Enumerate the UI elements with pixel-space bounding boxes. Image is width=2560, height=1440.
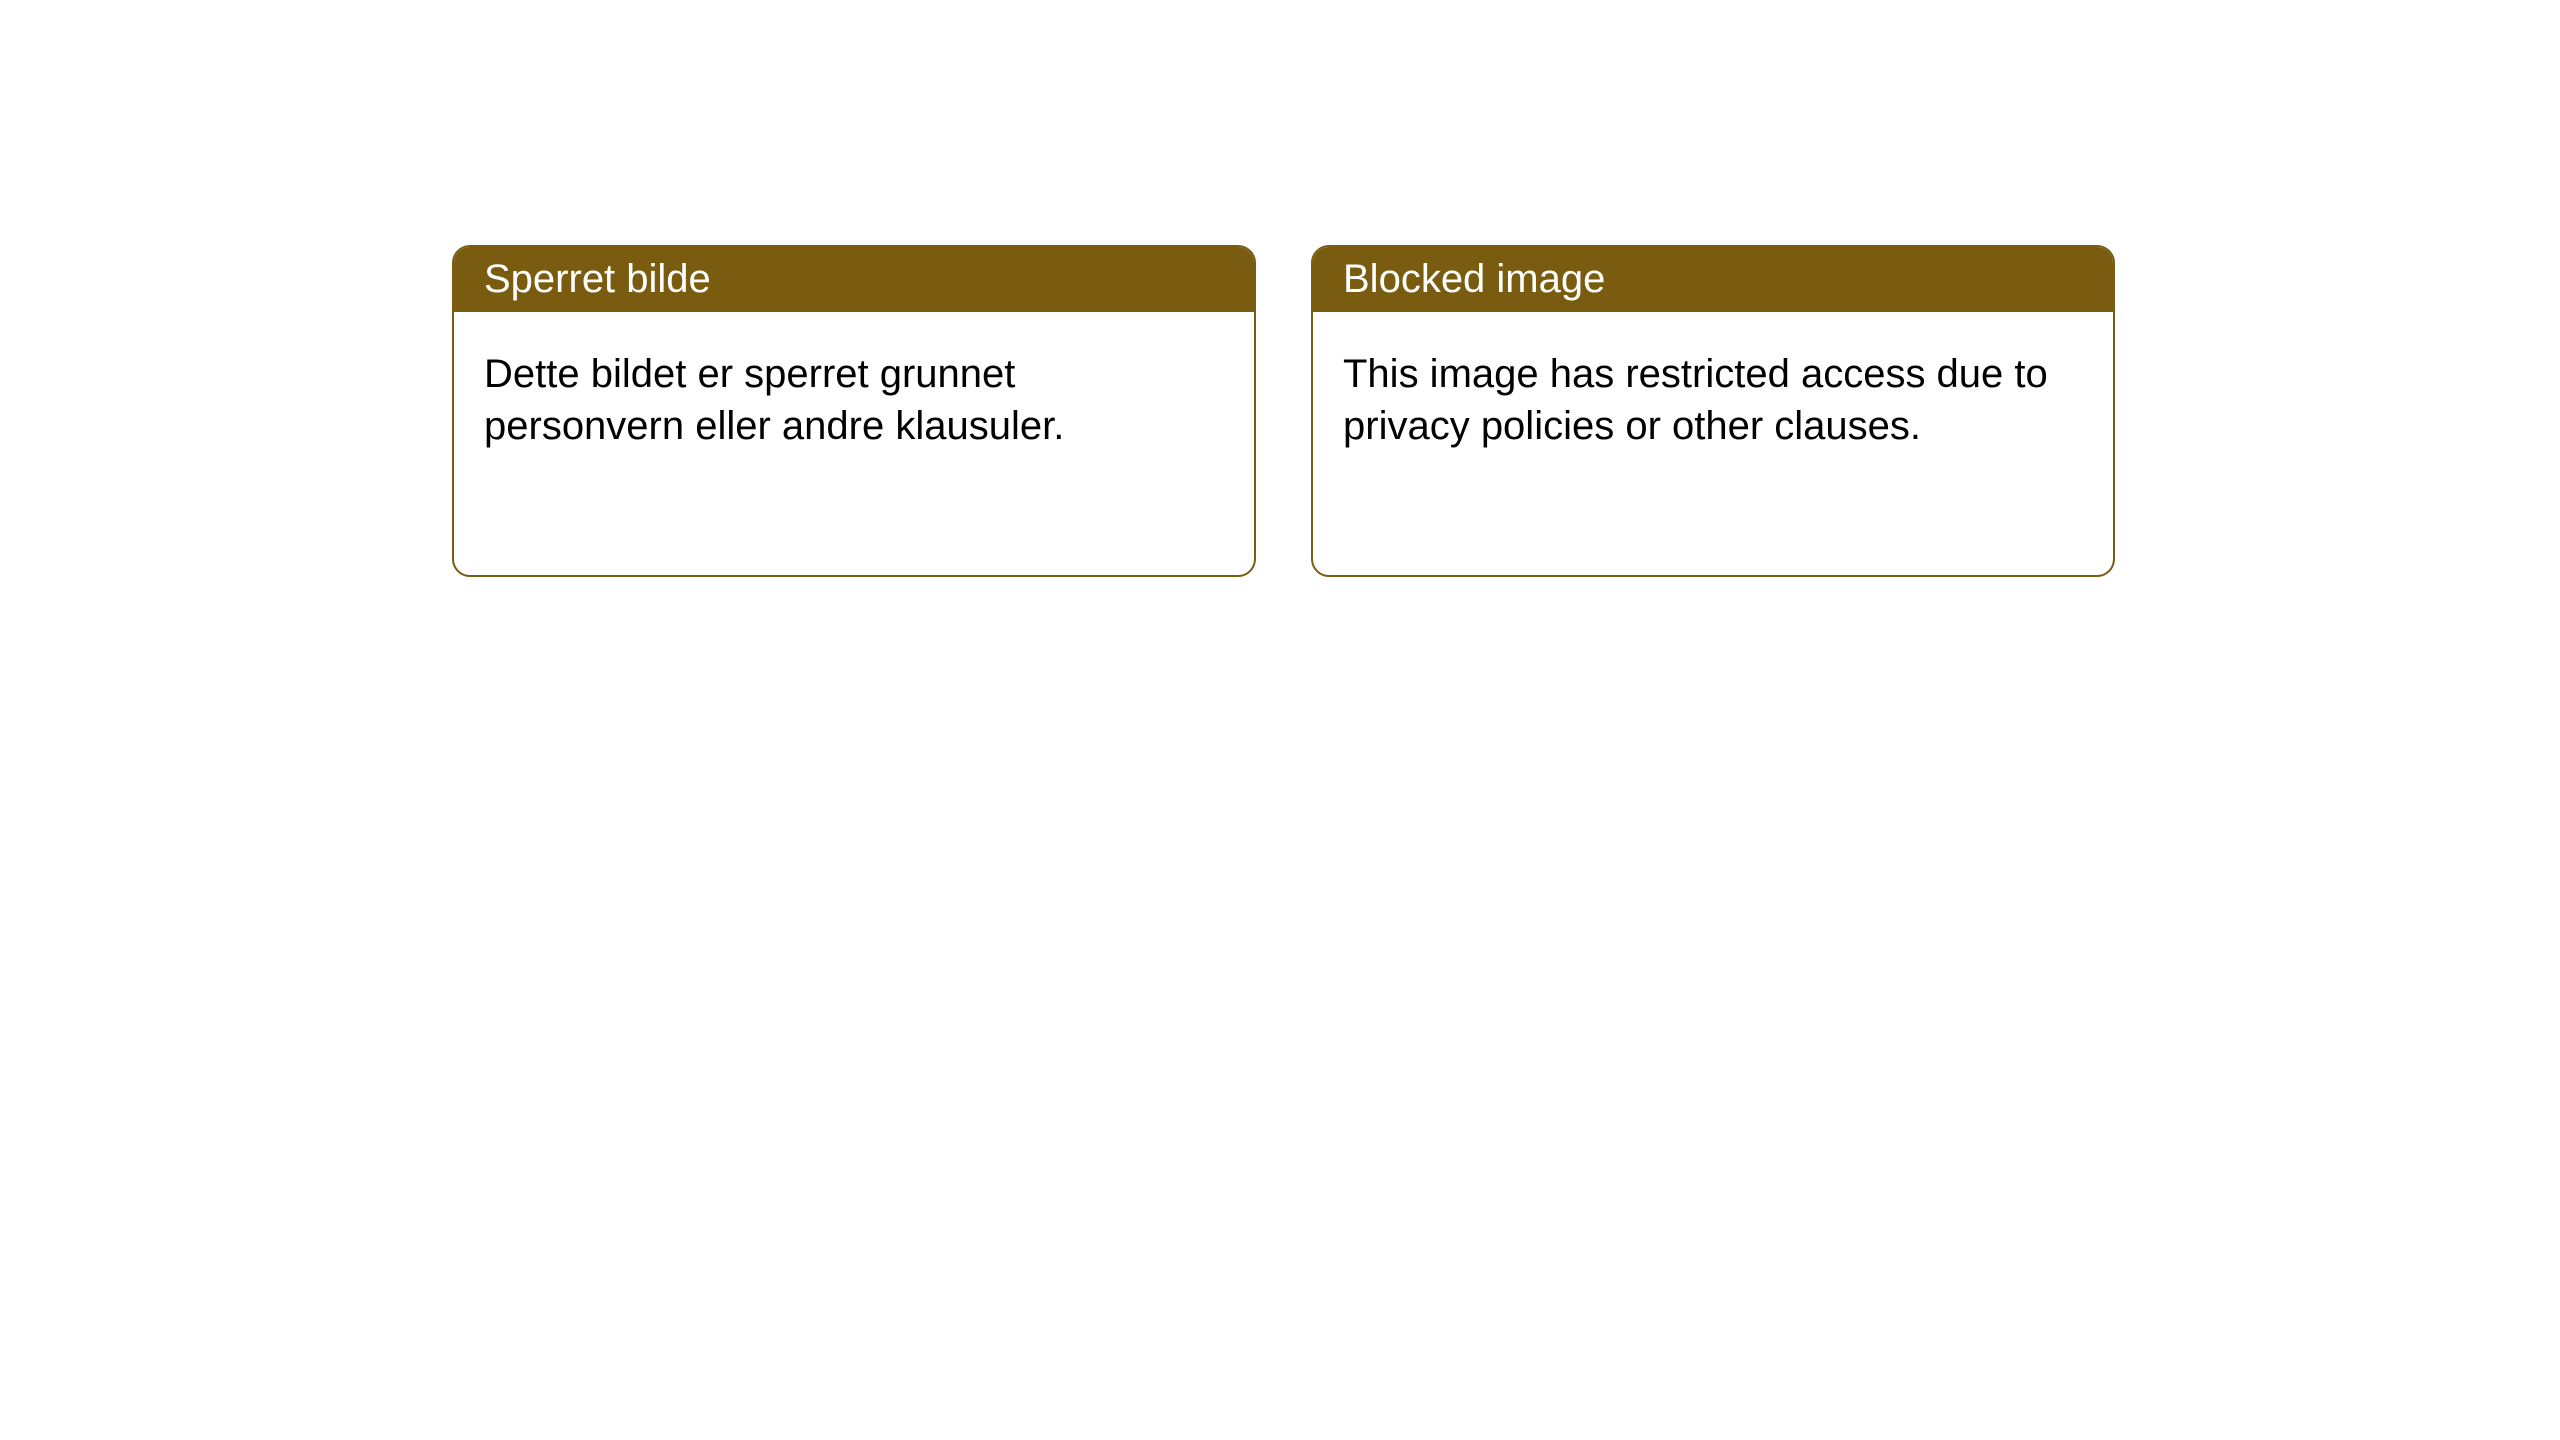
card-body-text: Dette bildet er sperret grunnet personve… xyxy=(484,352,1064,448)
card-body: Dette bildet er sperret grunnet personve… xyxy=(454,312,1254,488)
card-header: Sperret bilde xyxy=(454,247,1254,312)
cards-container: Sperret bilde Dette bildet er sperret gr… xyxy=(0,245,2560,577)
card-body: This image has restricted access due to … xyxy=(1313,312,2113,488)
card-body-text: This image has restricted access due to … xyxy=(1343,352,2048,448)
blocked-image-card-english: Blocked image This image has restricted … xyxy=(1311,245,2115,577)
blocked-image-card-norwegian: Sperret bilde Dette bildet er sperret gr… xyxy=(452,245,1256,577)
card-title: Sperret bilde xyxy=(484,257,711,301)
card-header: Blocked image xyxy=(1313,247,2113,312)
card-title: Blocked image xyxy=(1343,257,1605,301)
